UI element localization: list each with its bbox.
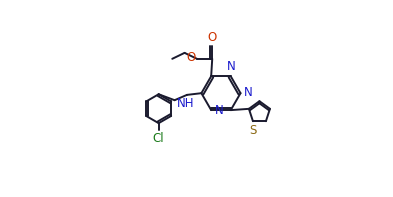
Text: Cl: Cl <box>153 132 164 145</box>
Text: NH: NH <box>177 98 195 111</box>
Text: N: N <box>215 104 223 117</box>
Text: S: S <box>249 124 257 137</box>
Text: O: O <box>208 31 217 44</box>
Text: N: N <box>244 86 253 99</box>
Text: N: N <box>227 60 236 73</box>
Text: O: O <box>186 51 196 64</box>
